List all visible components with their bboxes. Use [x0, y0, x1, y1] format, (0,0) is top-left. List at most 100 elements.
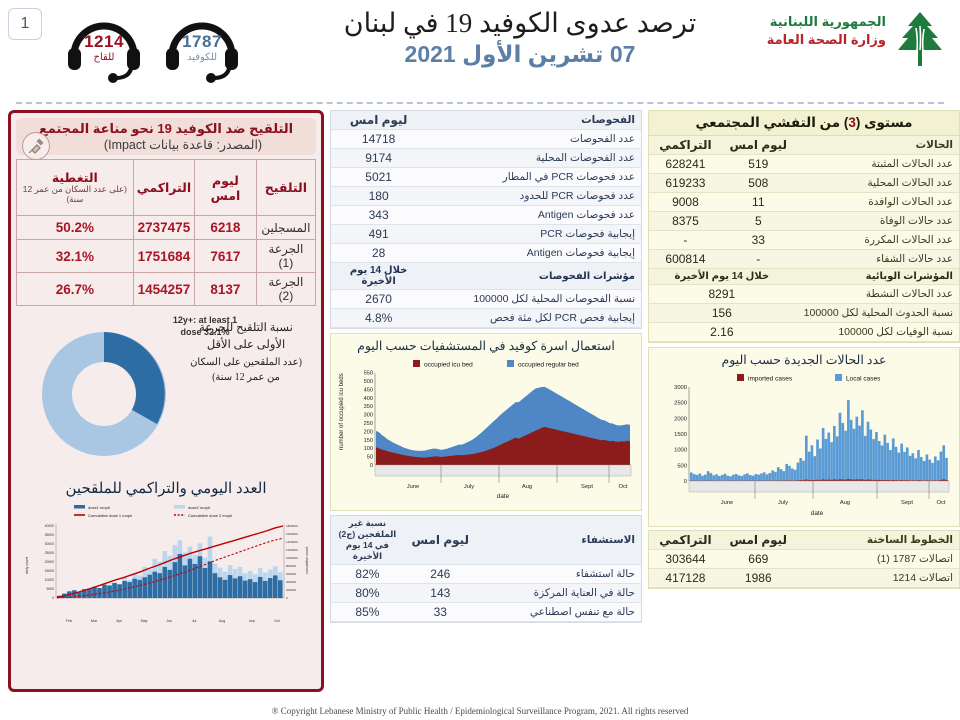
svg-text:June: June: [407, 484, 420, 490]
cases-card: مستوى (3) من التفشي المجتمعي الحالات ليو…: [648, 110, 960, 343]
recovery-row-yesterday-0: 246: [403, 564, 477, 584]
donut-note-line3: (عدد الملقحين على السكان: [190, 356, 302, 368]
table-header-row: الحالات ليوم امس التراكمي: [649, 136, 959, 155]
svg-text:400: 400: [364, 396, 373, 402]
table-row: عدد الحالات الوافدة 11 9008: [649, 192, 959, 212]
svg-text:cumulative count: cumulative count: [305, 547, 309, 574]
svg-text:Apr: Apr: [116, 619, 122, 623]
donut-data-label: 12y+: at least 1 dose 32.1%: [172, 315, 238, 338]
table-row: عدد فحوصات PCR للحدود 180: [331, 186, 641, 206]
case-row-label-2: عدد الحالات الوافدة: [794, 192, 959, 212]
table-header-row: الاستشفاء ليوم امس نسبة غير الملقحين (ج2…: [331, 516, 641, 565]
recovery-row-label-0: حالة استشفاء: [476, 564, 641, 584]
case-row-cum-3: 8375: [649, 211, 722, 231]
table-row: عدد الحالات النشطة 8291: [649, 284, 959, 304]
new-cases-chart-title: عدد الحالات الجديدة حسب اليوم: [721, 353, 887, 367]
vaccination-column: التلقيح ضد الكوفيد 19 نحو مناعة المجتمع …: [8, 110, 324, 708]
svg-text:1000000: 1000000: [286, 556, 298, 560]
svg-text:number of occupied icu beds: number of occupied icu beds: [339, 373, 345, 450]
case-row-yest-1: 508: [721, 173, 795, 193]
case-row-label-5: عدد حالات الشفاء: [794, 249, 959, 269]
test-row-value-6: 28: [331, 243, 427, 263]
syringe-glyph: [28, 138, 44, 154]
case-row-cum-1: 619233: [649, 173, 722, 193]
table-row: عدد حالات الوفاة 5 8375: [649, 211, 959, 231]
svg-text:150: 150: [364, 438, 373, 444]
table-row: عدد الفحوصات 14718: [331, 129, 641, 149]
recovery-col-yesterday: ليوم امس: [403, 516, 477, 565]
heading-suffix: ) من التفشي المجتمعي: [695, 115, 849, 130]
svg-text:550: 550: [364, 371, 373, 377]
svg-text:15000: 15000: [45, 569, 55, 573]
page-title: ترصد عدوى الكوفيد 19 في لبنان 07 تشرين ا…: [280, 8, 760, 68]
test-row-value-2: 5021: [331, 167, 427, 187]
cases-column: مستوى (3) من التفشي المجتمعي الحالات ليو…: [648, 110, 960, 708]
svg-text:40000: 40000: [45, 524, 55, 528]
hospital-beds-chart: occupied icu bed occupied regular bed 0 5…: [339, 360, 632, 500]
row-label-registered: المسجلين: [255, 215, 317, 240]
case-row-yest-0: 519: [721, 154, 795, 174]
svg-text:Aug: Aug: [219, 619, 225, 623]
hotlines-card: الخطوط الساخنة ليوم امس التراكمي اتصالات…: [648, 530, 960, 589]
recovery-row-yesterday-1: 143: [403, 583, 477, 603]
svg-text:May: May: [141, 619, 148, 623]
header-divider: [16, 102, 944, 104]
table-row: عدد الفحوصات المحلية 9174: [331, 148, 641, 168]
svg-text:Cumulative dose 2 moph: Cumulative dose 2 moph: [188, 513, 232, 518]
test-row-label-6: إيجابية فحوصات Antigen: [426, 243, 641, 263]
ministry-logo: الجمهورية اللبنانية وزارة الصحة العامة: [764, 6, 954, 76]
page-header: 1 1214 للقاح 1787 للكوفيد: [0, 0, 960, 100]
hotlines-col-yesterday: ليوم امس: [721, 531, 795, 550]
svg-text:sep: sep: [249, 619, 255, 623]
recovery-row-unvax-1: 80%: [331, 583, 404, 603]
col-coverage-label: التغطية: [51, 171, 98, 186]
table-row: حالة في العناية المركزة 143 80%: [331, 583, 641, 603]
table-row: عدد فحوصات PCR في المطار 5021: [331, 167, 641, 187]
svg-text:350: 350: [364, 404, 373, 410]
cases-indicator-value-0: 8291: [649, 284, 795, 304]
cases-indicator-value-1: 156: [649, 303, 795, 323]
heading-level: 3: [848, 115, 856, 130]
svg-text:1600000: 1600000: [286, 532, 298, 536]
row-label-dose2: الجرعة (2): [255, 272, 317, 306]
tests-header-label: الفحوصات: [426, 111, 641, 130]
recovery-row-unvax-0: 82%: [331, 564, 404, 584]
tests-indicators-section: مؤشرات الفحوصات خلال 14 يوم الأخيرة: [331, 262, 641, 290]
dose1-yesterday: 7617: [194, 239, 257, 273]
donut-note-line1: نسبة التلقيح للجرعة: [199, 322, 293, 334]
svg-text:2500: 2500: [674, 401, 687, 407]
table-row: عدد حالات الشفاء -600814: [649, 249, 959, 269]
svg-text:July: July: [464, 484, 474, 490]
svg-text:Mar: Mar: [91, 619, 98, 623]
title-date: 07 تشرين الأول 2021: [404, 41, 636, 68]
svg-text:occupied icu bed: occupied icu bed: [424, 362, 473, 369]
svg-text:Aug: Aug: [522, 484, 532, 490]
case-row-yest-3: 5: [721, 211, 795, 231]
svg-text:Oct: Oct: [274, 619, 280, 623]
svg-text:0: 0: [52, 596, 54, 600]
table-row: الجرعة (2) 8137 1454257 26.7%: [16, 272, 317, 306]
table-row: نسبة الوفيات لكل 100000 2.16: [649, 322, 959, 342]
registered-cumulative: 2737475: [132, 215, 196, 240]
recovery-row-yesterday-2: 33: [403, 602, 477, 622]
svg-text:Sept: Sept: [901, 500, 913, 506]
col-vaccination: التلقيح: [255, 159, 317, 216]
cases-col-label: الحالات: [794, 136, 959, 155]
hotline-row-yest-1: 1986: [721, 568, 795, 588]
svg-text:200000: 200000: [286, 588, 296, 592]
case-row-label-4: عدد الحالات المكررة: [794, 230, 959, 250]
hotline-row-cum-0: 303644: [649, 549, 722, 569]
svg-text:500: 500: [677, 463, 687, 469]
svg-text:5000: 5000: [46, 587, 54, 591]
hotline-row-cum-1: 417128: [649, 568, 722, 588]
svg-text:1500: 1500: [674, 432, 687, 438]
svg-text:450: 450: [364, 387, 373, 393]
recovery-row-unvax-2: 85%: [331, 602, 404, 622]
tests-indicator-label-0: نسبة الفحوصات المحلية لكل 100000: [426, 289, 641, 309]
svg-text:0: 0: [286, 596, 288, 600]
svg-text:Local cases: Local cases: [846, 376, 881, 383]
case-row-yest-4: 33: [721, 230, 795, 250]
table-row: نسبة الفحوصات المحلية لكل 100000 2670: [331, 289, 641, 309]
test-row-label-1: عدد الفحوصات المحلية: [426, 148, 641, 168]
new-cases-chart: imported cases Local cases 0 500 1000 1500…: [674, 374, 950, 517]
